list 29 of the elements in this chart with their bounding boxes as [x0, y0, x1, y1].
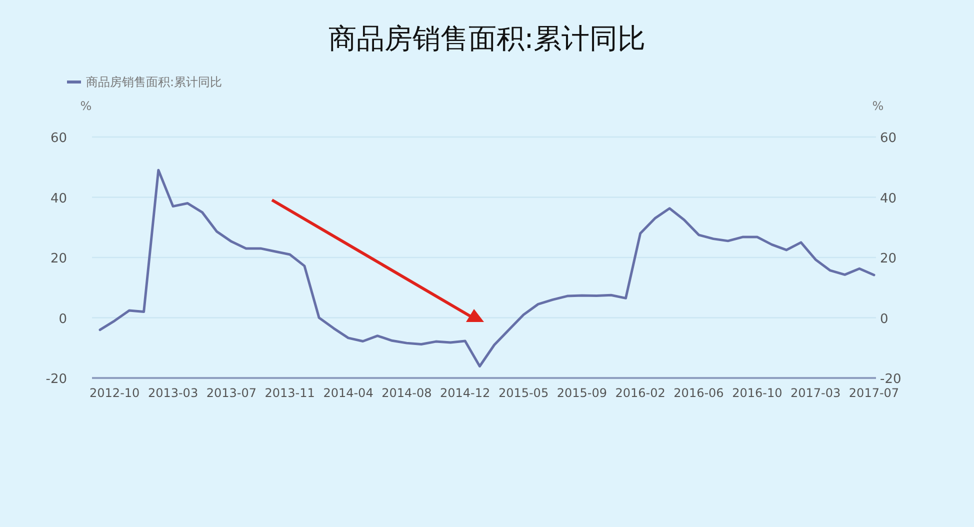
x-tick-label: 2015-05: [498, 386, 549, 400]
legend-label: 商品房销售面积:累计同比: [86, 75, 222, 89]
y-tick-label: -20: [46, 372, 67, 387]
x-tick-label: 2013-07: [206, 386, 257, 400]
x-tick-label: 2014-08: [382, 386, 432, 400]
x-tick-label: 2017-07: [848, 386, 900, 400]
x-tick-label: 2013-11: [264, 386, 315, 400]
y2-tick-label: 20: [880, 252, 897, 266]
y2-tick-label: 40: [880, 191, 897, 206]
chart-title: 商品房销售面积:累计同比: [328, 22, 646, 55]
x-tick-label: 2017-03: [790, 386, 841, 400]
y-axis-title: %: [80, 99, 92, 113]
x-tick-label: 2013-03: [148, 386, 198, 400]
x-tick-label: 2014-04: [323, 386, 374, 400]
y2-tick-label: 0: [880, 312, 888, 327]
y-tick-label: 0: [58, 312, 67, 327]
y2-tick-label: 60: [880, 131, 897, 146]
y-tick-label: 20: [50, 252, 67, 266]
x-tick-label: 2015-09: [556, 386, 607, 400]
x-tick-label: 2012-10: [90, 386, 140, 400]
x-tick-label: 2016-10: [732, 386, 782, 400]
y-tick-label: 40: [50, 191, 67, 206]
x-tick-label: 2014-12: [440, 386, 490, 400]
x-tick-label: 2016-02: [615, 386, 666, 400]
line-series: [98, 168, 876, 368]
y2-axis-title: %: [872, 99, 884, 113]
y-tick-label: 60: [50, 131, 67, 146]
y2-tick-label: -20: [880, 372, 902, 387]
x-tick-label: 2016-06: [674, 386, 724, 400]
